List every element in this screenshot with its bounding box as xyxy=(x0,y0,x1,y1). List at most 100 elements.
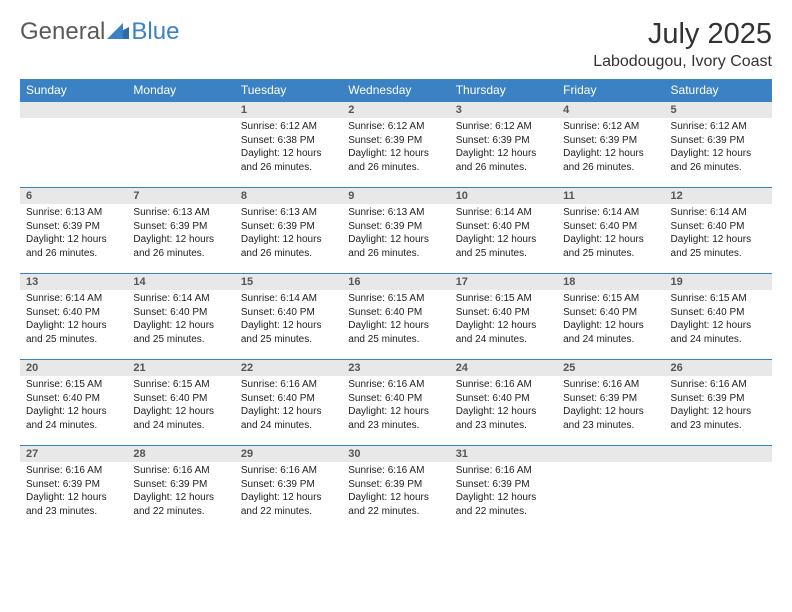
calendar-cell: 17Sunrise: 6:15 AMSunset: 6:40 PMDayligh… xyxy=(450,274,557,360)
calendar-cell: 4Sunrise: 6:12 AMSunset: 6:39 PMDaylight… xyxy=(557,102,664,188)
cell-body: Sunrise: 6:13 AMSunset: 6:39 PMDaylight:… xyxy=(127,204,234,264)
cell-body xyxy=(127,118,234,124)
calendar-cell: 23Sunrise: 6:16 AMSunset: 6:40 PMDayligh… xyxy=(342,360,449,446)
sunset-text: Sunset: 6:40 PM xyxy=(348,392,443,406)
sunset-text: Sunset: 6:39 PM xyxy=(26,220,121,234)
day-number: 21 xyxy=(127,360,234,376)
sunrise-text: Sunrise: 6:14 AM xyxy=(671,206,766,220)
sunrise-text: Sunrise: 6:14 AM xyxy=(241,292,336,306)
cell-body: Sunrise: 6:16 AMSunset: 6:40 PMDaylight:… xyxy=(342,376,449,436)
cell-body: Sunrise: 6:14 AMSunset: 6:40 PMDaylight:… xyxy=(20,290,127,350)
sunrise-text: Sunrise: 6:13 AM xyxy=(26,206,121,220)
sunrise-text: Sunrise: 6:15 AM xyxy=(456,292,551,306)
cell-body: Sunrise: 6:14 AMSunset: 6:40 PMDaylight:… xyxy=(557,204,664,264)
day-number: 9 xyxy=(342,188,449,204)
daylight-text: Daylight: 12 hours and 26 minutes. xyxy=(456,147,551,174)
calendar-head: SundayMondayTuesdayWednesdayThursdayFrid… xyxy=(20,79,772,102)
sunset-text: Sunset: 6:40 PM xyxy=(26,306,121,320)
cell-body: Sunrise: 6:15 AMSunset: 6:40 PMDaylight:… xyxy=(20,376,127,436)
sunset-text: Sunset: 6:40 PM xyxy=(456,306,551,320)
calendar-cell: 30Sunrise: 6:16 AMSunset: 6:39 PMDayligh… xyxy=(342,446,449,532)
calendar-cell: 26Sunrise: 6:16 AMSunset: 6:39 PMDayligh… xyxy=(665,360,772,446)
month-title: July 2025 xyxy=(593,18,772,51)
daylight-text: Daylight: 12 hours and 26 minutes. xyxy=(348,147,443,174)
day-number: 23 xyxy=(342,360,449,376)
day-header: Thursday xyxy=(450,79,557,102)
day-number: 25 xyxy=(557,360,664,376)
calendar-cell: 16Sunrise: 6:15 AMSunset: 6:40 PMDayligh… xyxy=(342,274,449,360)
day-number: 6 xyxy=(20,188,127,204)
sunset-text: Sunset: 6:38 PM xyxy=(241,134,336,148)
sunset-text: Sunset: 6:39 PM xyxy=(241,478,336,492)
cell-body: Sunrise: 6:16 AMSunset: 6:39 PMDaylight:… xyxy=(235,462,342,522)
sunset-text: Sunset: 6:40 PM xyxy=(241,306,336,320)
day-number: 28 xyxy=(127,446,234,462)
cell-body: Sunrise: 6:12 AMSunset: 6:39 PMDaylight:… xyxy=(342,118,449,178)
calendar-table: SundayMondayTuesdayWednesdayThursdayFrid… xyxy=(20,79,772,532)
cell-body: Sunrise: 6:13 AMSunset: 6:39 PMDaylight:… xyxy=(342,204,449,264)
day-number: 8 xyxy=(235,188,342,204)
day-number: 2 xyxy=(342,102,449,118)
daylight-text: Daylight: 12 hours and 23 minutes. xyxy=(26,491,121,518)
sunset-text: Sunset: 6:40 PM xyxy=(563,220,658,234)
cell-body: Sunrise: 6:16 AMSunset: 6:39 PMDaylight:… xyxy=(20,462,127,522)
daylight-text: Daylight: 12 hours and 26 minutes. xyxy=(241,147,336,174)
sunset-text: Sunset: 6:40 PM xyxy=(133,306,228,320)
sunset-text: Sunset: 6:40 PM xyxy=(563,306,658,320)
calendar-week-row: 6Sunrise: 6:13 AMSunset: 6:39 PMDaylight… xyxy=(20,188,772,274)
day-number xyxy=(557,446,664,462)
daylight-text: Daylight: 12 hours and 26 minutes. xyxy=(563,147,658,174)
daylight-text: Daylight: 12 hours and 23 minutes. xyxy=(563,405,658,432)
day-number xyxy=(127,102,234,118)
day-number: 20 xyxy=(20,360,127,376)
calendar-cell: 18Sunrise: 6:15 AMSunset: 6:40 PMDayligh… xyxy=(557,274,664,360)
sunrise-text: Sunrise: 6:12 AM xyxy=(241,120,336,134)
calendar-cell: 22Sunrise: 6:16 AMSunset: 6:40 PMDayligh… xyxy=(235,360,342,446)
day-number: 16 xyxy=(342,274,449,290)
cell-body: Sunrise: 6:12 AMSunset: 6:39 PMDaylight:… xyxy=(557,118,664,178)
calendar-cell: 8Sunrise: 6:13 AMSunset: 6:39 PMDaylight… xyxy=(235,188,342,274)
cell-body: Sunrise: 6:16 AMSunset: 6:39 PMDaylight:… xyxy=(665,376,772,436)
daylight-text: Daylight: 12 hours and 25 minutes. xyxy=(456,233,551,260)
sunrise-text: Sunrise: 6:16 AM xyxy=(241,378,336,392)
cell-body xyxy=(557,462,664,468)
day-number: 3 xyxy=(450,102,557,118)
calendar-cell: 14 Sunrise: 6:14 AMSunset: 6:40 PMDayligh… xyxy=(127,274,234,360)
cell-body: Sunrise: 6:14 AMSunset: 6:40 PMDaylight:… xyxy=(665,204,772,264)
sunrise-text: Sunrise: 6:16 AM xyxy=(241,464,336,478)
sunset-text: Sunset: 6:39 PM xyxy=(241,220,336,234)
day-number: 19 xyxy=(665,274,772,290)
sunset-text: Sunset: 6:39 PM xyxy=(133,478,228,492)
daylight-text: Daylight: 12 hours and 23 minutes. xyxy=(348,405,443,432)
daylight-text: Daylight: 12 hours and 23 minutes. xyxy=(456,405,551,432)
sunrise-text: Sunrise: 6:14 AM xyxy=(456,206,551,220)
sunrise-text: Sunrise: 6:14 AM xyxy=(133,292,228,306)
cell-body: Sunrise: 6:15 AMSunset: 6:40 PMDaylight:… xyxy=(665,290,772,350)
day-header: Monday xyxy=(127,79,234,102)
sunset-text: Sunset: 6:39 PM xyxy=(348,478,443,492)
cell-body: Sunrise: 6:15 AMSunset: 6:40 PMDaylight:… xyxy=(557,290,664,350)
sunset-text: Sunset: 6:39 PM xyxy=(563,134,658,148)
sunset-text: Sunset: 6:39 PM xyxy=(671,392,766,406)
daylight-text: Daylight: 12 hours and 25 minutes. xyxy=(133,319,228,346)
day-number xyxy=(665,446,772,462)
day-header: Friday xyxy=(557,79,664,102)
cell-body: Sunrise: 6:12 AMSunset: 6:39 PMDaylight:… xyxy=(450,118,557,178)
day-number: 14 xyxy=(127,274,234,290)
sunrise-text: Sunrise: 6:15 AM xyxy=(348,292,443,306)
logo-text-blue: Blue xyxy=(131,18,179,46)
calendar-cell: 2Sunrise: 6:12 AMSunset: 6:39 PMDaylight… xyxy=(342,102,449,188)
calendar-cell: 25Sunrise: 6:16 AMSunset: 6:39 PMDayligh… xyxy=(557,360,664,446)
daylight-text: Daylight: 12 hours and 25 minutes. xyxy=(671,233,766,260)
sunset-text: Sunset: 6:39 PM xyxy=(348,134,443,148)
calendar-cell: 11Sunrise: 6:14 AMSunset: 6:40 PMDayligh… xyxy=(557,188,664,274)
sunrise-text: Sunrise: 6:13 AM xyxy=(348,206,443,220)
day-number: 18 xyxy=(557,274,664,290)
sunset-text: Sunset: 6:40 PM xyxy=(671,220,766,234)
calendar-cell: 21Sunrise: 6:15 AMSunset: 6:40 PMDayligh… xyxy=(127,360,234,446)
cell-body xyxy=(665,462,772,468)
daylight-text: Daylight: 12 hours and 24 minutes. xyxy=(26,405,121,432)
cell-body: Sunrise: 6:16 AMSunset: 6:39 PMDaylight:… xyxy=(557,376,664,436)
location: Labodougou, Ivory Coast xyxy=(593,53,772,71)
daylight-text: Daylight: 12 hours and 24 minutes. xyxy=(671,319,766,346)
